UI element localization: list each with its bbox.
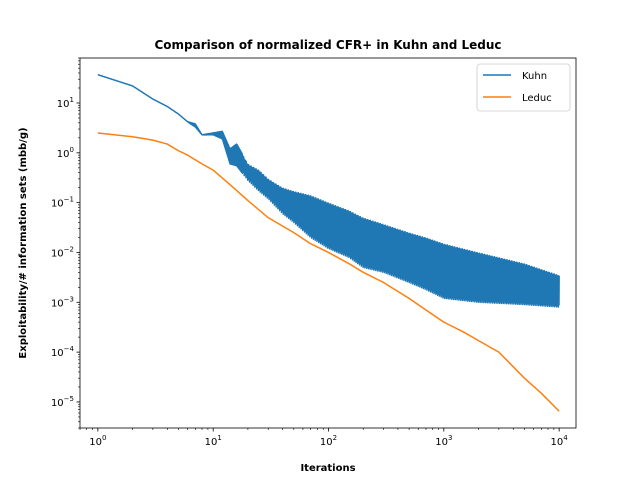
x-axis: 100 101 102 103 104 [79,428,569,448]
x-tick-label: 104 [551,434,569,448]
chart-title: Comparison of normalized CFR+ in Kuhn an… [154,38,501,52]
x-tick-label: 102 [320,434,337,448]
legend-label-kuhn: Kuhn [522,71,547,82]
y-tick-label: 10−3 [51,295,74,309]
y-tick-label: 10−1 [51,196,74,210]
x-axis-title: Iterations [300,463,355,474]
series-line-kuhn [97,73,560,308]
y-tick-label: 10−2 [51,245,74,259]
legend: Kuhn Leduc [476,63,571,112]
y-tick-label: 10−4 [51,345,75,359]
y-axis-title: Exploitability/# information sets (mbb/g… [18,127,29,358]
y-tick-label: 100 [57,146,74,160]
plot-frame [79,57,577,429]
y-tick-label: 101 [57,96,74,110]
legend-label-leduc: Leduc [522,93,552,104]
series-line-leduc [97,132,560,412]
y-axis: 10−5 10−4 10−3 10−2 10−1 100 101 [51,57,80,429]
x-tick-label: 100 [89,434,106,448]
x-tick-label: 101 [205,434,222,448]
plot-area [97,73,560,412]
x-tick-label: 103 [435,434,452,448]
y-tick-label: 10−5 [51,395,74,409]
